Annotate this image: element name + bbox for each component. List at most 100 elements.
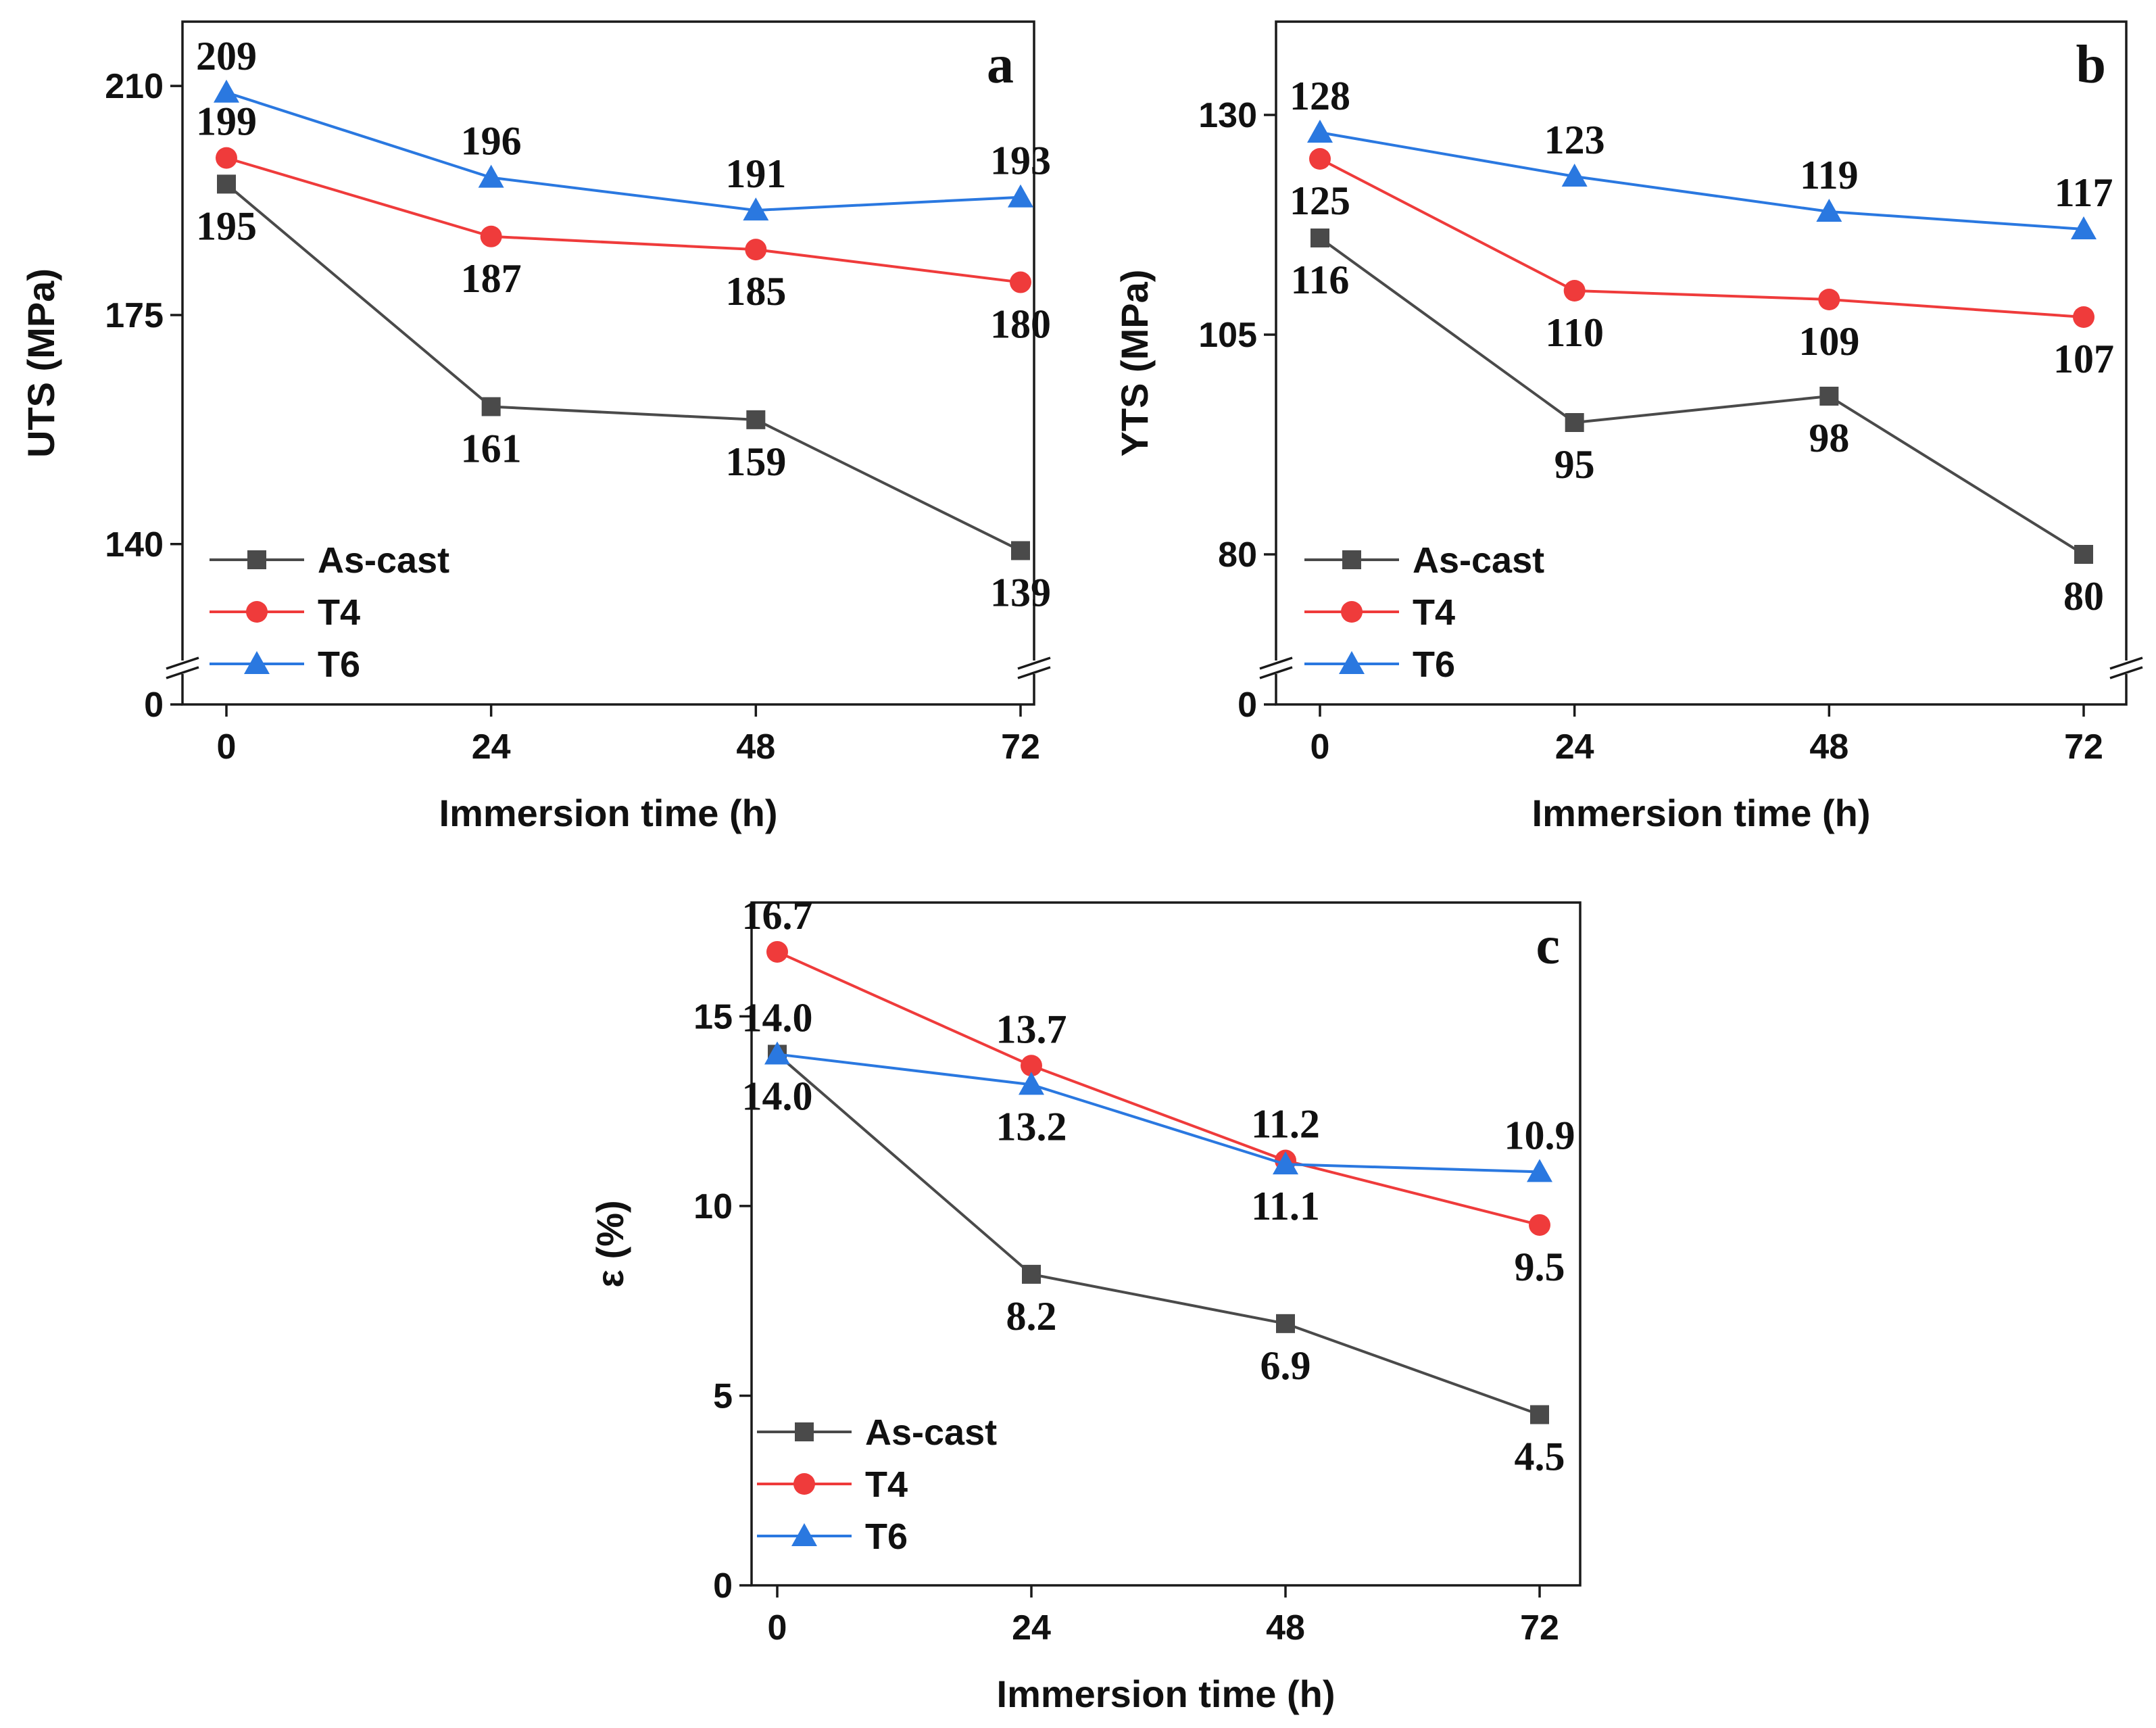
legend-circle-marker [793,1473,815,1495]
data-point-circle-marker [1529,1214,1550,1236]
legend-label: As-cast [865,1412,997,1453]
y-axis-title: ε (%) [589,1200,631,1287]
y-tick-label: 105 [1198,316,1257,355]
data-label: 13.2 [996,1104,1067,1149]
data-point-square-marker [1276,1314,1295,1333]
x-tick-label: 24 [472,727,511,767]
y-tick-label: 5 [713,1376,733,1416]
panel-label: c [1536,916,1560,976]
data-label: 128 [1290,74,1350,118]
data-point-triangle-marker [1019,1072,1044,1095]
y-tick-label: 10 [693,1187,733,1226]
data-label: 14.0 [742,995,813,1040]
axis-break-mark [2109,656,2143,670]
data-point-circle-marker [1563,280,1586,302]
data-label: 123 [1544,118,1605,162]
legend-label: T6 [318,644,360,685]
y-axis-title: YTS (MPa) [1113,270,1156,457]
series-line [226,91,1021,212]
data-point-square-marker [746,410,766,429]
data-label: 199 [196,99,257,144]
series-t6: 128 123 119 117 [1290,74,2113,239]
y-tick-label: 175 [105,296,164,335]
data-label: 195 [196,203,257,248]
legend-label: T4 [318,592,360,633]
legend: As-cast T4 T6 [757,1412,997,1557]
legend-square-marker [1342,550,1361,569]
x-tick-label: 48 [1266,1608,1305,1648]
series-line [777,951,1540,1226]
data-point-triangle-marker [1816,199,1842,222]
data-label: 11.1 [1251,1184,1320,1228]
x-tick-label: 48 [1809,727,1848,767]
chart-panel-a: 0 140 175 210 0 24 48 72 Immersion time (h) UTS (… [20,20,1051,834]
data-label: 13.7 [996,1007,1067,1051]
data-point-triangle-marker [1008,184,1033,208]
data-label: 110 [1545,310,1604,355]
y-axis-title: UTS (MPa) [20,268,62,458]
data-label: 193 [990,139,1051,183]
data-point-triangle-marker [743,197,769,221]
data-label: 98 [1809,416,1849,460]
data-label: 191 [725,151,786,196]
series-line [1319,237,2085,556]
x-axis-title: Immersion time (h) [1532,792,1871,834]
data-point-triangle-marker [214,79,239,103]
data-point-circle-marker [480,225,502,247]
data-label: 209 [196,34,257,78]
series-t6: 14.0 13.2 11.1 10.9 [742,995,1575,1228]
legend-label: T4 [1413,592,1455,633]
legend-triangle-marker [244,651,270,674]
x-axis-title: Immersion time (h) [997,1673,1336,1715]
data-point-triangle-marker [1273,1151,1298,1175]
data-point-square-marker [1530,1405,1549,1424]
data-point-triangle-marker [1527,1159,1552,1182]
x-tick-label: 24 [1012,1608,1051,1648]
series-as-cast: 195 161 159 139 [196,174,1051,615]
x-tick-label: 0 [768,1608,787,1648]
data-point-triangle-marker [478,164,504,188]
data-point-triangle-marker [1561,164,1588,187]
data-label: 109 [1798,319,1859,364]
plot-frame [1275,20,2128,706]
series-t4: 16.7 13.7 11.2 9.5 [742,893,1565,1289]
data-label: 180 [990,302,1051,347]
x-tick-label: 72 [1001,727,1040,767]
series-line [225,183,1021,552]
data-point-circle-marker [745,239,767,261]
plot-frame [750,901,1582,1587]
series-line [1319,158,2084,318]
x-tick-label: 72 [1520,1608,1559,1648]
legend: As-cast T4 T6 [210,540,449,685]
series-t6: 209 196 191 193 [196,34,1051,221]
plot-frame [181,20,1035,706]
data-point-circle-marker [1818,289,1840,310]
data-label: 9.5 [1515,1245,1565,1289]
axis-break-mark [1259,666,1293,679]
data-point-circle-marker [1010,271,1031,293]
x-tick-label: 48 [736,727,775,767]
data-point-square-marker [1011,541,1030,560]
series-t4: 125 110 109 107 [1290,148,2114,381]
data-point-triangle-marker [764,1041,790,1065]
series-as-cast: 116 95 98 80 [1291,229,2104,619]
legend-circle-marker [246,601,268,623]
data-label: 107 [2053,337,2114,381]
data-point-square-marker [1022,1264,1041,1284]
y-tick-label: 0 [144,686,164,725]
data-label: 11.2 [1251,1102,1320,1147]
legend-label: T6 [865,1516,908,1557]
data-label: 185 [725,269,786,314]
y-tick-label: 15 [693,997,733,1036]
legend-circle-marker [1341,601,1363,623]
data-label: 161 [461,426,522,471]
series-line [1319,131,2084,231]
data-label: 125 [1290,178,1350,223]
legend-square-marker [795,1422,814,1441]
data-label: 80 [2063,574,2104,619]
legend-triangle-marker [1339,651,1365,674]
data-point-square-marker [2074,545,2093,564]
y-tick-label: 210 [105,67,164,106]
data-label: 16.7 [742,893,813,938]
series-line [777,1053,1540,1174]
